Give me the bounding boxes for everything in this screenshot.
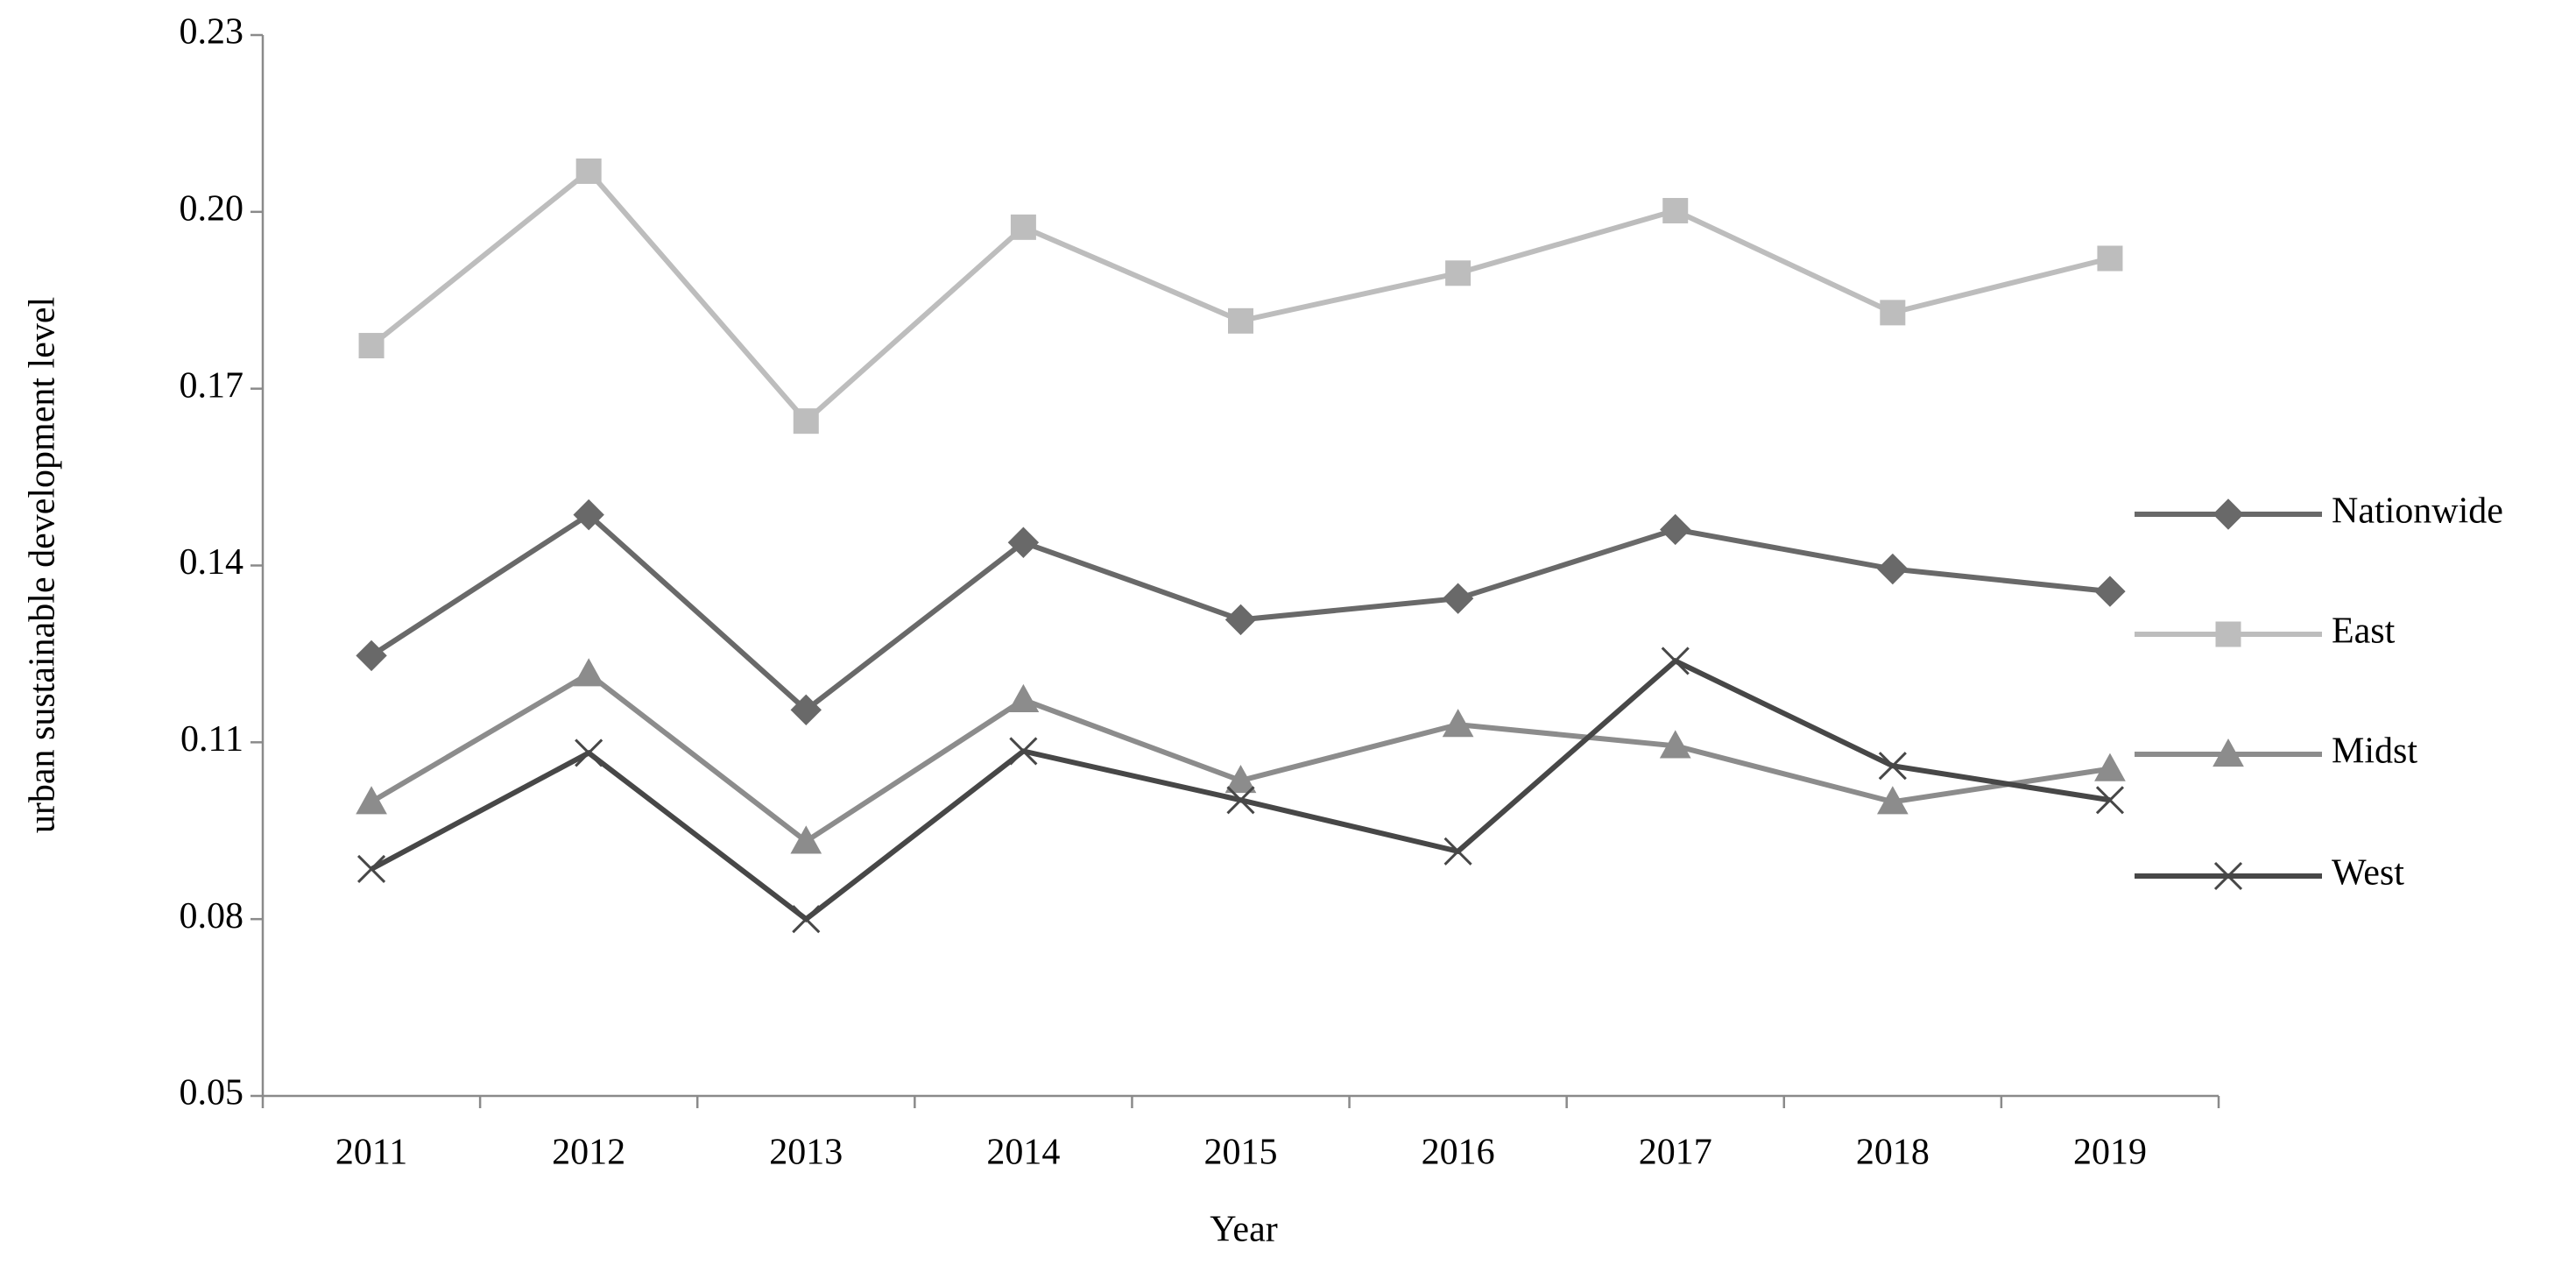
marker (2094, 576, 2126, 607)
legend-label: West (2332, 853, 2404, 894)
marker (1877, 553, 1909, 585)
marker (358, 333, 385, 359)
x-tick-label: 2017 (1639, 1133, 1712, 1173)
marker (1009, 737, 1038, 766)
marker (1445, 260, 1471, 286)
marker (2097, 245, 2123, 272)
marker (1442, 709, 1474, 738)
x-tick-label: 2015 (1204, 1133, 1278, 1173)
marker (790, 825, 822, 854)
marker (2094, 753, 2126, 781)
marker (1226, 786, 1255, 815)
marker (1659, 730, 1691, 759)
marker (1660, 513, 1691, 546)
marker (790, 694, 822, 726)
x-tick-label: 2012 (552, 1133, 625, 1173)
x-tick-label: 2014 (986, 1133, 1060, 1173)
marker (1443, 837, 1472, 866)
legend-label: Midst (2332, 731, 2417, 772)
marker (1224, 604, 1257, 636)
x-tick-label: 2016 (1422, 1133, 1495, 1173)
y-tick-label: 0.08 (180, 896, 244, 936)
marker (793, 408, 819, 435)
marker (573, 658, 605, 687)
marker (2213, 738, 2244, 767)
marker (1876, 786, 1909, 815)
x-axis-label: Year (1210, 1210, 1277, 1250)
marker (1662, 197, 1689, 223)
x-tick-label: 2019 (2073, 1133, 2147, 1173)
marker (573, 498, 604, 531)
y-tick-label: 0.14 (180, 542, 244, 583)
y-axis-label: urban sustainable development level (23, 297, 63, 833)
marker (2213, 861, 2243, 891)
marker (2095, 786, 2125, 815)
marker (575, 158, 602, 184)
marker (1661, 647, 1690, 675)
marker (356, 786, 387, 815)
marker (575, 739, 603, 767)
marker (1228, 307, 1253, 334)
marker (1880, 300, 1906, 326)
x-tick-label: 2011 (335, 1133, 407, 1173)
marker (1007, 683, 1040, 712)
x-tick-label: 2018 (1856, 1133, 1930, 1173)
marker (2215, 621, 2241, 647)
legend-label: Nationwide (2332, 491, 2503, 532)
marker (1007, 526, 1040, 558)
series-line (370, 167, 2111, 425)
y-tick-label: 0.23 (180, 12, 244, 53)
y-tick-label: 0.05 (180, 1073, 244, 1113)
series-line (370, 670, 2111, 845)
marker (1442, 583, 1474, 614)
y-tick-label: 0.20 (180, 188, 244, 229)
y-tick-label: 0.17 (180, 365, 244, 406)
x-tick-label: 2013 (769, 1133, 843, 1173)
marker (1224, 765, 1257, 794)
marker (792, 905, 821, 934)
marker (2213, 498, 2244, 530)
y-tick-label: 0.11 (180, 719, 243, 760)
marker (356, 854, 386, 884)
marker (356, 640, 387, 672)
marker (1878, 752, 1907, 781)
marker (1010, 214, 1036, 240)
legend-label: East (2332, 611, 2396, 652)
